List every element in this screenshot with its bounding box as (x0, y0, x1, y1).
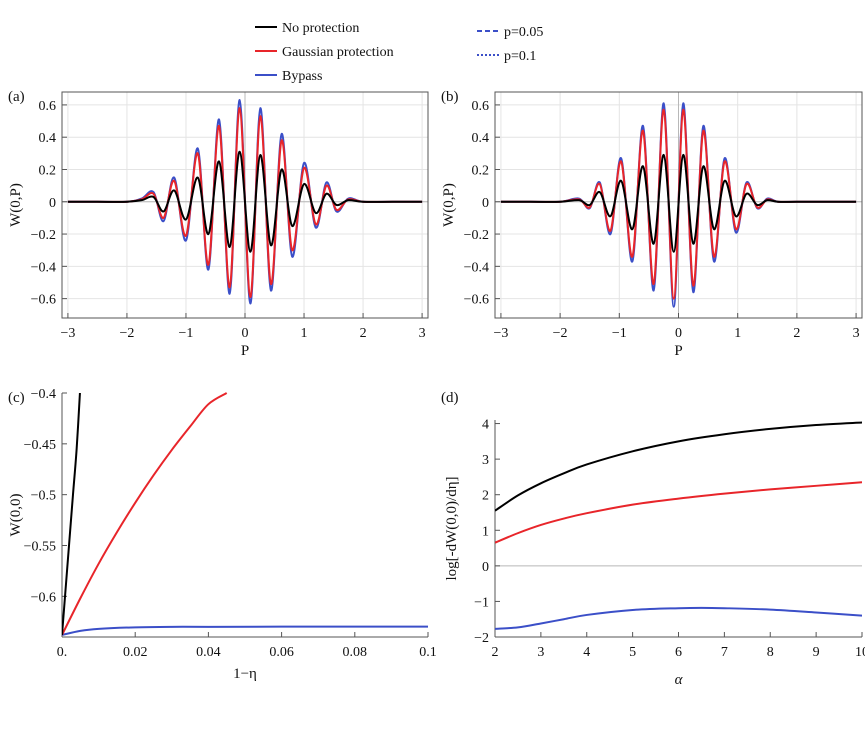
panel-label: (b) (441, 89, 459, 105)
x-tick-label: −1 (612, 326, 627, 341)
y-tick-label: 0 (49, 196, 56, 211)
y-tick-label: 0 (482, 560, 489, 575)
y-tick-label: 0 (482, 196, 489, 211)
x-tick-label: 2 (360, 326, 367, 341)
x-axis-label: 1−η (233, 666, 257, 682)
x-tick-label: 8 (767, 645, 774, 660)
x-tick-label: −1 (179, 326, 194, 341)
series-line (500, 108, 857, 300)
x-tick-label: 10 (855, 645, 865, 660)
y-tick-label: −0.6 (31, 590, 56, 605)
y-tick-label: 0.2 (39, 163, 57, 178)
y-tick-label: 0.6 (472, 99, 490, 114)
x-tick-label: 1 (301, 326, 308, 341)
y-tick-label: −0.45 (24, 438, 56, 453)
legend-label: p=0.1 (504, 49, 536, 64)
y-tick-label: −1 (474, 595, 489, 610)
x-tick-label: 1 (734, 326, 741, 341)
series-group (500, 102, 857, 308)
x-axis-label: P (241, 343, 249, 359)
panel-c: 0. 0.02 0.04 0.06 0.08 0.1 −0.6 −0.55 −0.5 −0.45 −… (8, 387, 437, 682)
x-tick-label: 0.1 (419, 645, 437, 660)
x-tick-label: −2 (553, 326, 568, 341)
y-tick-label: −0.2 (31, 228, 56, 243)
legend: No protection Gaussian protection Bypass p=… (255, 21, 543, 84)
x-tick-label: 0.02 (123, 645, 148, 660)
y-tick-label: −0.5 (31, 489, 56, 504)
y-axis-label: log[-dW(0,0)/dη] (444, 476, 460, 580)
y-axis-label: W(0,0) (8, 494, 24, 537)
x-tick-label: −2 (119, 326, 134, 341)
x-tick-label: 5 (629, 645, 636, 660)
x-tick-label: 7 (721, 645, 728, 660)
x-tick-label: 0 (675, 326, 682, 341)
x-tick-label: 3 (419, 326, 426, 341)
y-axis-label: W(0,P) (441, 183, 457, 227)
y-tick-label: 0.6 (39, 99, 57, 114)
series-line (62, 392, 228, 636)
x-tick-label: 0.08 (343, 645, 368, 660)
x-tick-label: 0 (242, 326, 249, 341)
legend-label: Bypass (282, 69, 322, 84)
y-tick-label: −0.55 (24, 540, 56, 555)
series-line (495, 421, 862, 512)
x-tick-label: 3 (537, 645, 544, 660)
x-tick-label: 3 (853, 326, 860, 341)
y-tick-label: 2 (482, 489, 489, 504)
x-tick-label: 6 (675, 645, 682, 660)
legend-label: No protection (282, 21, 359, 36)
y-tick-label: −0.4 (31, 260, 56, 275)
y-tick-label: −0.6 (31, 293, 56, 308)
y-tick-label: 0.4 (472, 131, 490, 146)
y-tick-label: −0.4 (31, 387, 56, 402)
y-tick-label: 1 (482, 524, 489, 539)
x-tick-label: 0.06 (269, 645, 294, 660)
x-tick-label: 2 (492, 645, 499, 660)
x-tick-label: 0. (57, 645, 68, 660)
panel-a: −3 −2 −1 0 1 2 3 −0.6 −0.4 −0.2 0 0.2 0.4 0.6 P W(0,P) (… (8, 89, 429, 359)
x-axis-label: α (675, 672, 684, 688)
y-tick-label: −0.6 (464, 293, 489, 308)
x-tick-label: −3 (60, 326, 75, 341)
series-line (67, 150, 423, 253)
panel-b: −3 −2 −1 0 1 2 3 −0.6 −0.4 −0.2 0 0.2 0.4 0.6 P W(0,P) (… (441, 89, 863, 359)
series-line (62, 392, 81, 636)
panel-label: (c) (8, 390, 25, 406)
y-tick-label: −0.2 (464, 228, 489, 243)
y-tick-label: 0.2 (472, 163, 490, 178)
series-line (495, 606, 862, 630)
y-tick-label: −0.4 (464, 260, 489, 275)
series-group (62, 392, 428, 636)
y-tick-label: 0.4 (39, 131, 57, 146)
y-axis-label: W(0,P) (8, 183, 24, 227)
x-tick-label: 2 (793, 326, 800, 341)
y-tick-label: 4 (482, 418, 489, 433)
panel-d: 2 3 4 5 6 7 8 9 10 −2 −1 0 1 2 3 4 α log[-dW(0,0)/dη] (d) (441, 390, 865, 688)
x-tick-label: 4 (583, 645, 590, 660)
x-tick-label: −3 (493, 326, 508, 341)
y-tick-label: −2 (474, 631, 489, 646)
series-line (495, 481, 862, 544)
panel-label: (a) (8, 89, 25, 105)
x-tick-label: 9 (813, 645, 820, 660)
series-group (495, 421, 862, 630)
panel-label: (d) (441, 390, 459, 406)
series-line (62, 625, 428, 636)
legend-label: Gaussian protection (282, 45, 394, 60)
x-axis-label: P (674, 343, 682, 359)
x-tick-label: 0.04 (196, 645, 221, 660)
legend-label: p=0.05 (504, 25, 543, 40)
panels: −3 −2 −1 0 1 2 3−0.6−0.4−0.200.20.40.6PW(0,P)(… (8, 89, 865, 688)
y-tick-label: 3 (482, 453, 489, 468)
series-line (500, 153, 857, 253)
series-group (67, 99, 423, 305)
